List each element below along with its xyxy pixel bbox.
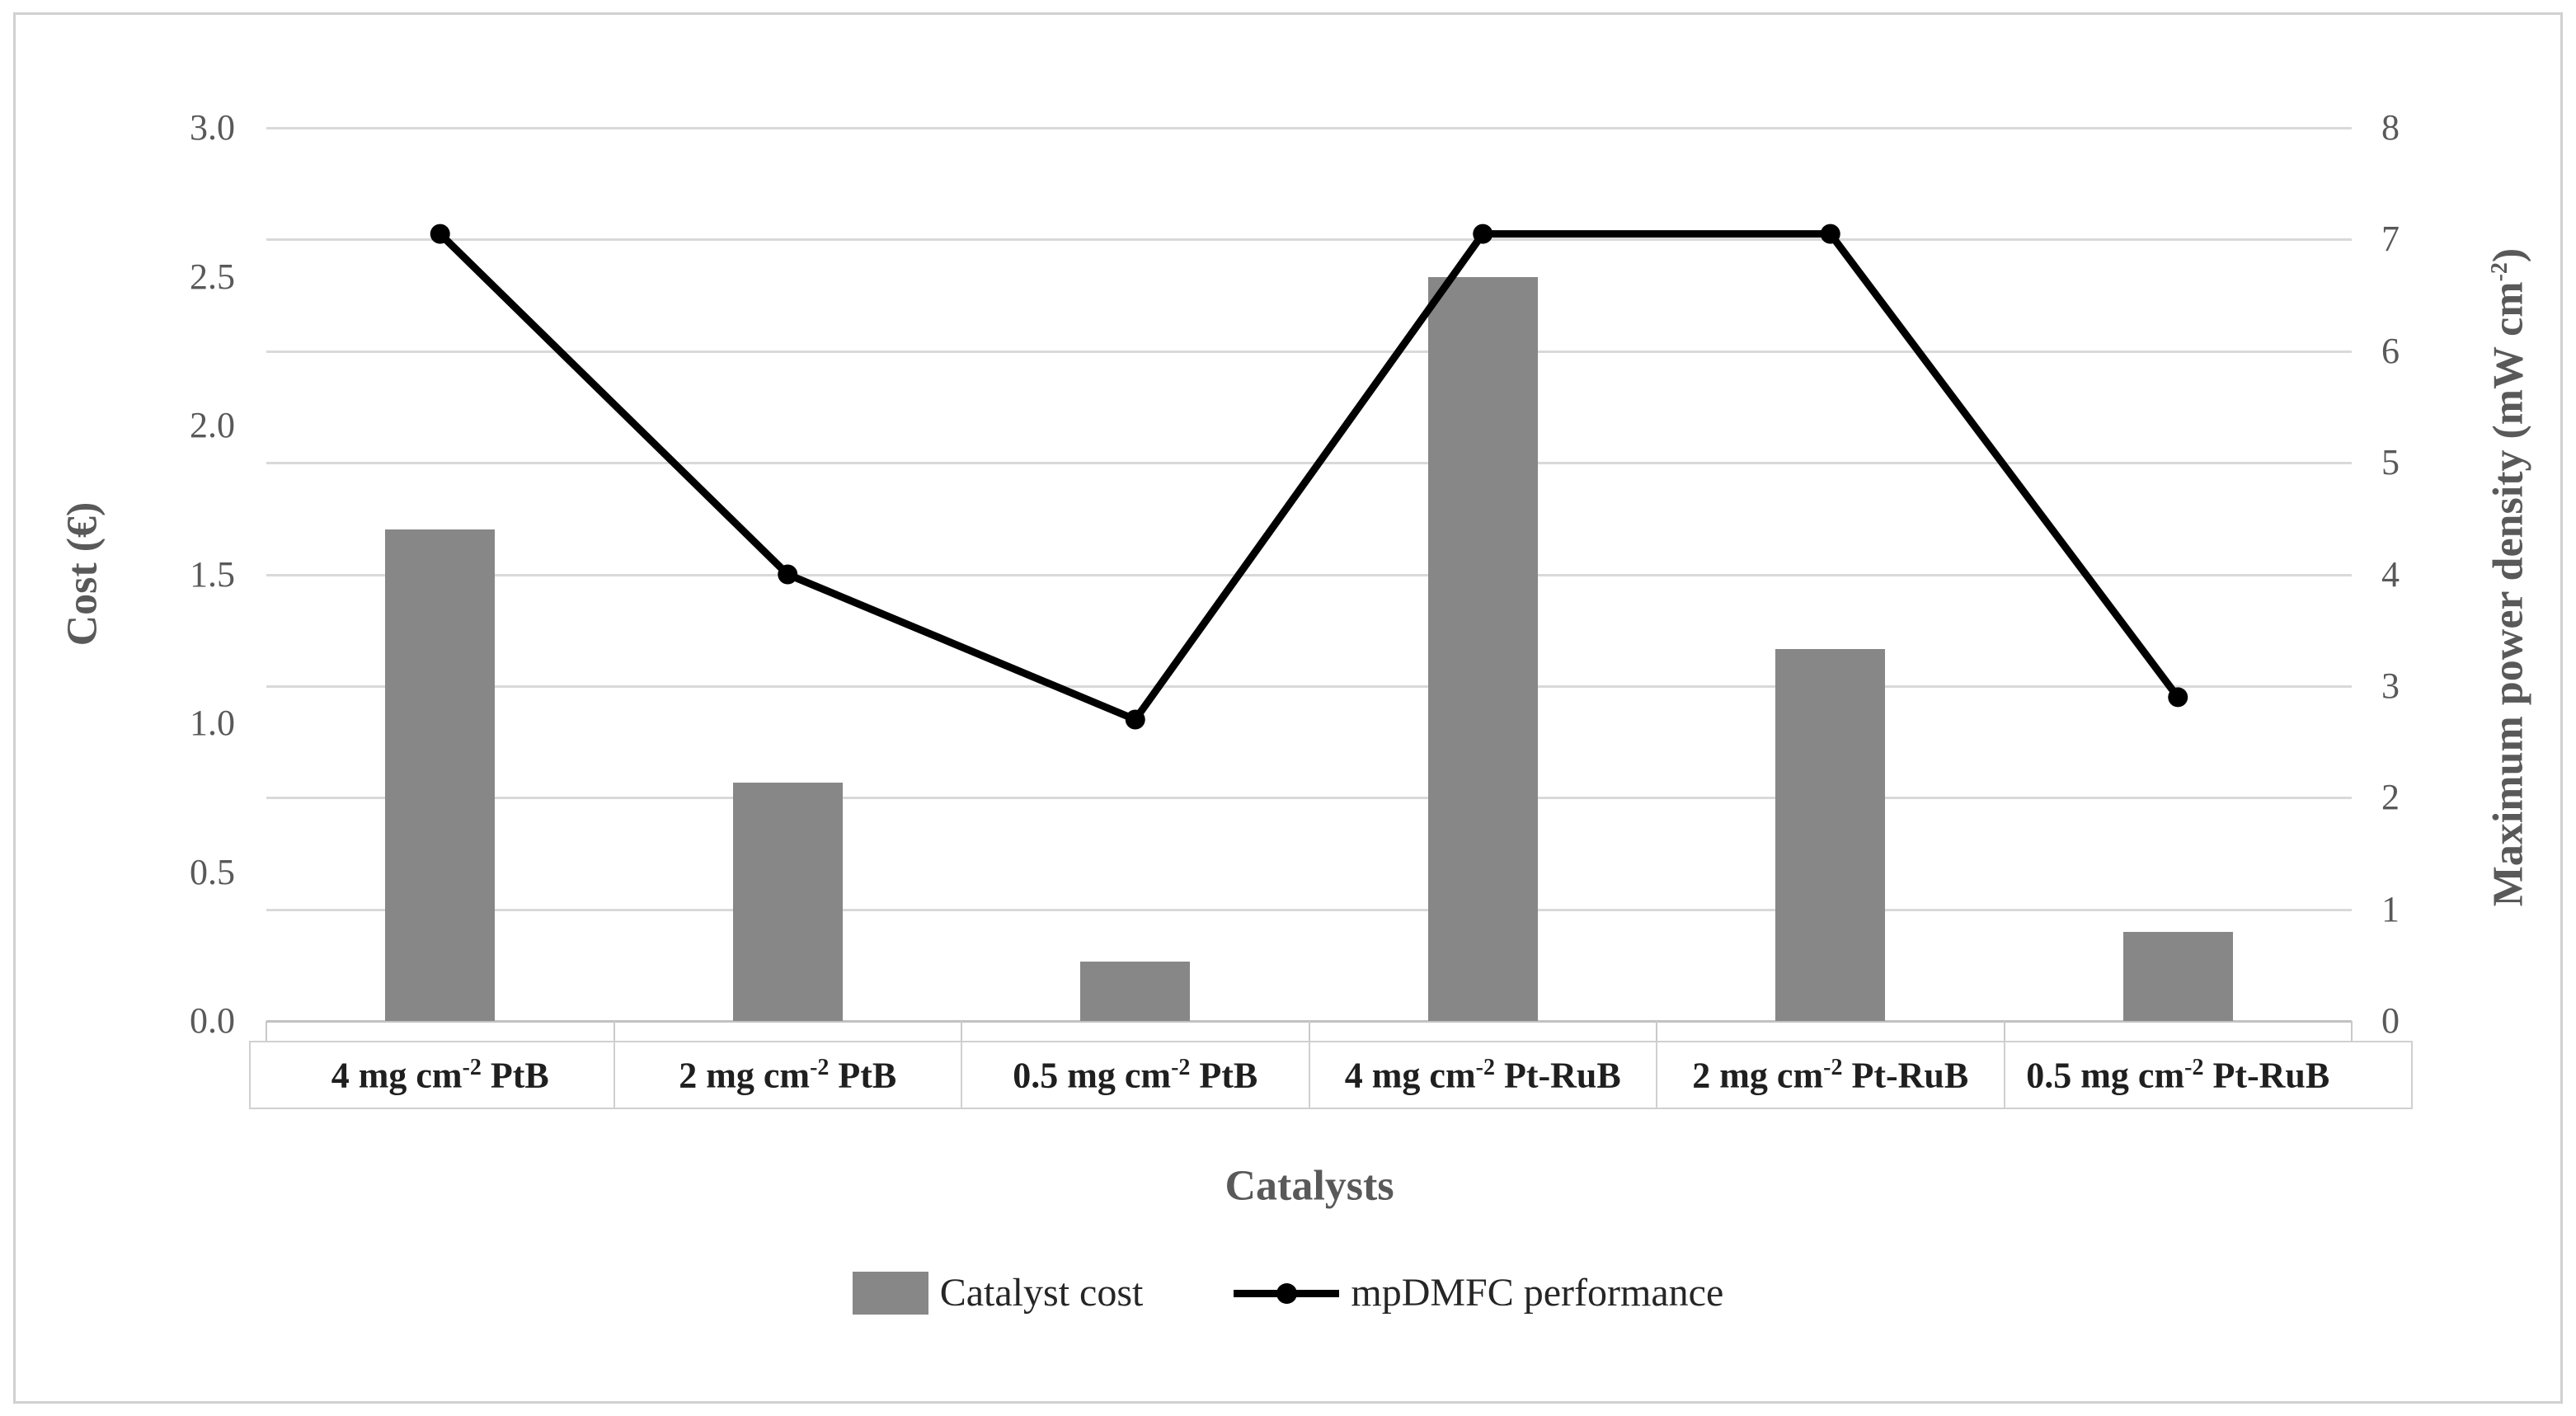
line-marker — [778, 564, 798, 585]
gridline — [266, 573, 2352, 576]
category-label: 0.5 mg cm-2 PtB — [1013, 1054, 1258, 1096]
y-left-tick-label: 0.0 — [190, 1000, 235, 1041]
y-right-axis-title-close: ) — [2484, 247, 2532, 263]
y-left-tick-label: 1.5 — [190, 553, 235, 595]
category-label: 2 mg cm-2 Pt-RuB — [1692, 1054, 1969, 1096]
legend-item-mpdmfc-performance: mpDMFC performance — [1234, 1270, 1723, 1315]
bar-swatch-icon — [852, 1271, 928, 1315]
y-right-axis-title-superscript: -2 — [2487, 262, 2513, 282]
line-marker — [2168, 687, 2188, 708]
figure-border — [13, 12, 2563, 1404]
bar-0.5-mg-cm-2-pt-rub — [2122, 931, 2233, 1021]
performance-line-series — [430, 223, 2188, 730]
category-boundary-tick — [2351, 1021, 2353, 1042]
line-marker-swatch-icon — [1234, 1272, 1340, 1315]
x-axis-title: Catalysts — [1225, 1162, 1394, 1210]
gridline — [266, 797, 2352, 800]
bar-2-mg-cm-2-ptb — [732, 783, 843, 1021]
y-right-tick-label: 1 — [2381, 888, 2400, 929]
y-right-axis-title-text: Maximum power density (mW cm — [2484, 281, 2532, 907]
y-left-tick-label: 3.0 — [190, 107, 235, 148]
y-right-tick-label: 6 — [2381, 330, 2400, 371]
category-row-box — [249, 1041, 2413, 1109]
category-label: 4 mg cm-2 PtB — [331, 1054, 549, 1096]
gridline — [266, 350, 2352, 353]
y-right-tick-label: 2 — [2381, 777, 2400, 818]
category-boundary-tick — [2003, 1021, 2005, 1042]
bar-2-mg-cm-2-pt-rub — [1775, 648, 1886, 1021]
y-right-tick-label: 3 — [2381, 665, 2400, 706]
category-cell-border — [1308, 1041, 1310, 1109]
category-label: 4 mg cm-2 Pt-RuB — [1344, 1054, 1621, 1096]
bar-4-mg-cm-2-ptb — [385, 529, 496, 1021]
bar-4-mg-cm-2-pt-rub — [1427, 276, 1538, 1021]
category-boundary-tick — [613, 1021, 615, 1042]
y-right-tick-label: 8 — [2381, 107, 2400, 148]
y-right-tick-label: 7 — [2381, 219, 2400, 260]
gridline — [266, 238, 2352, 242]
y-right-tick-label: 5 — [2381, 442, 2400, 483]
legend-label-mpdmfc-performance: mpDMFC performance — [1351, 1271, 1724, 1315]
category-boundary-tick — [961, 1021, 962, 1042]
legend-item-catalyst-cost: Catalyst cost — [852, 1270, 1144, 1315]
line-marker — [1125, 709, 1145, 730]
line-marker — [1820, 223, 1840, 244]
y-right-tick-label: 0 — [2381, 1000, 2400, 1041]
category-label: 2 mg cm-2 PtB — [679, 1054, 897, 1096]
gridline — [266, 127, 2352, 129]
y-right-axis-title: Maximum power density (mW cm-2) — [2484, 248, 2533, 906]
legend-label-catalyst-cost: Catalyst cost — [939, 1271, 1144, 1315]
category-boundary-tick — [1656, 1021, 1657, 1042]
y-left-tick-label: 2.0 — [190, 405, 235, 445]
gridline — [266, 908, 2352, 911]
category-cell-border — [1656, 1041, 1657, 1109]
gridline — [266, 462, 2352, 465]
category-cell-border — [961, 1041, 962, 1109]
y-left-tick-label: 1.0 — [190, 703, 235, 743]
y-left-tick-label: 0.5 — [190, 851, 235, 892]
performance-line — [437, 230, 2181, 725]
y-right-tick-label: 4 — [2381, 553, 2400, 595]
category-cell-border — [613, 1041, 615, 1109]
category-boundary-tick — [1308, 1021, 1310, 1042]
bar-0.5-mg-cm-2-ptb — [1080, 961, 1191, 1021]
category-boundary-tick — [266, 1021, 267, 1042]
y-left-tick-label: 2.5 — [190, 256, 235, 297]
category-cell-border — [2003, 1041, 2005, 1109]
line-marker — [430, 223, 450, 244]
category-label: 0.5 mg cm-2 Pt-RuB — [2026, 1054, 2330, 1096]
gridline — [266, 684, 2352, 688]
legend: Catalyst cost mpDMFC performance — [0, 1270, 2576, 1315]
line-marker — [1473, 223, 1493, 244]
